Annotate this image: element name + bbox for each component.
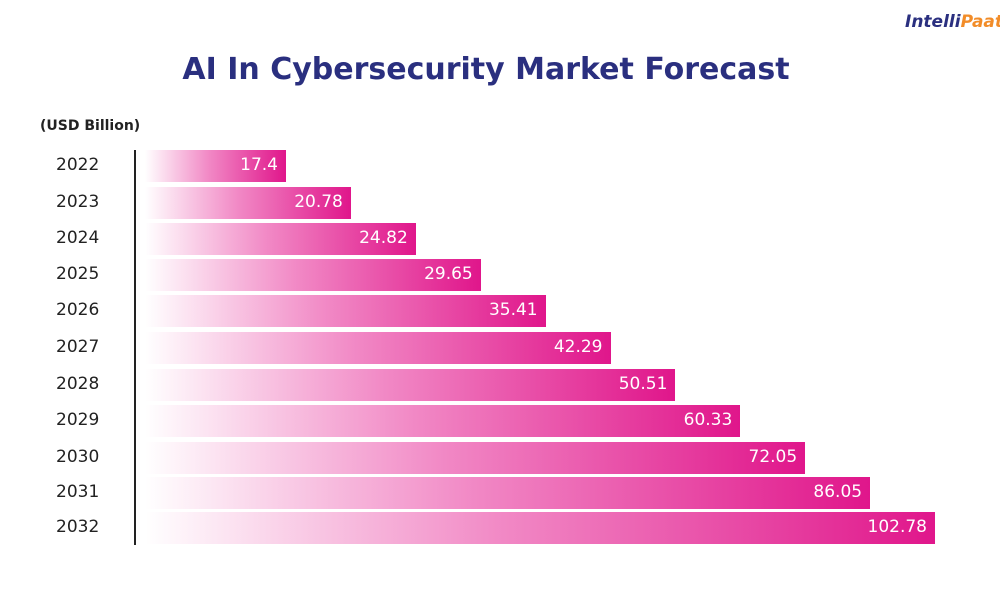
bar-2025: 29.65 xyxy=(145,259,481,291)
bar-2027: 42.29 xyxy=(145,332,611,364)
y-tick-label: 2027 xyxy=(56,337,100,357)
bar-2030: 72.05 xyxy=(145,442,806,474)
y-tick-label: 2032 xyxy=(56,517,100,537)
y-tick-label: 2023 xyxy=(56,192,100,212)
bar-2022: 17.4 xyxy=(145,150,286,182)
y-tick-label: 2028 xyxy=(56,374,100,394)
bar-2026: 35.41 xyxy=(145,295,546,327)
bar-2029: 60.33 xyxy=(145,405,741,437)
y-tick-label: 2026 xyxy=(56,300,100,320)
bar-2028: 50.51 xyxy=(145,369,676,401)
data-label: 60.33 xyxy=(683,410,733,430)
bar-2031: 86.05 xyxy=(145,477,871,509)
data-label: 50.51 xyxy=(618,374,668,394)
unit-label: (USD Billion) xyxy=(40,118,141,134)
y-tick-label: 2031 xyxy=(56,482,100,502)
data-label: 17.4 xyxy=(240,155,278,175)
data-label: 20.78 xyxy=(294,192,343,212)
data-label: 35.41 xyxy=(488,300,538,320)
data-label: 29.65 xyxy=(424,264,473,284)
bar-2023: 20.78 xyxy=(145,187,351,219)
data-label: 86.05 xyxy=(813,482,863,502)
y-axis-line xyxy=(134,150,136,545)
bar-2032: 102.78 xyxy=(145,512,935,544)
data-label: 24.82 xyxy=(359,228,408,248)
y-tick-label: 2029 xyxy=(56,410,100,430)
intellipaat-logo: IntelliPaat xyxy=(905,12,1000,32)
data-label: 102.78 xyxy=(867,517,927,537)
y-tick-label: 2030 xyxy=(56,447,100,467)
y-tick-label: 2024 xyxy=(56,228,100,248)
y-tick-label: 2025 xyxy=(56,264,100,284)
y-tick-label: 2022 xyxy=(56,155,100,175)
chart-title: AI In Cybersecurity Market Forecast xyxy=(182,52,790,87)
bar-2024: 24.82 xyxy=(145,223,416,255)
data-label: 72.05 xyxy=(748,447,798,467)
data-label: 42.29 xyxy=(553,337,603,357)
